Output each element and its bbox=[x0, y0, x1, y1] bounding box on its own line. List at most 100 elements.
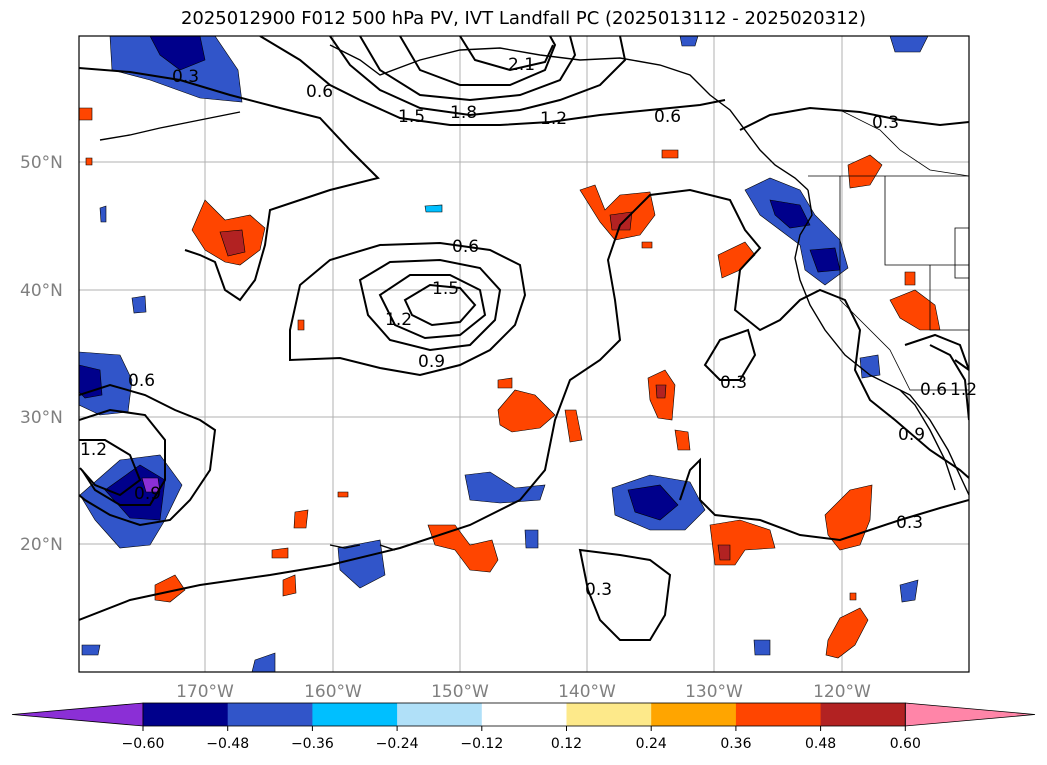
pos-patch bbox=[661, 149, 679, 159]
pos-patch bbox=[271, 547, 289, 559]
map-title: 2025012900 F012 500 hPa PV, IVT Landfall… bbox=[180, 8, 867, 29]
alaska-bc-coast bbox=[329, 44, 809, 191]
colorbar-extend-high bbox=[904, 702, 1036, 727]
pos-patch bbox=[85, 157, 93, 166]
map-frame bbox=[78, 35, 970, 673]
neg-patch bbox=[889, 36, 929, 53]
contour-2.1-north bbox=[459, 36, 554, 72]
contour-label: 0.9 bbox=[418, 352, 445, 372]
lat-labels: 50°N 40°N 30°N 20°N bbox=[20, 153, 63, 555]
neg-patch-min bbox=[141, 477, 161, 493]
contour-0.6-north bbox=[259, 36, 726, 126]
colorbar-extend-low bbox=[11, 702, 144, 727]
colorbar-segment bbox=[397, 703, 483, 726]
contour-label: 0.3 bbox=[872, 113, 899, 133]
contour-0.9-east bbox=[929, 344, 969, 421]
colorbar-segment bbox=[820, 703, 906, 726]
pos-patch bbox=[337, 491, 349, 498]
contour-1.2-low bbox=[378, 274, 487, 340]
contour-0.3-small bbox=[703, 328, 757, 381]
contour-0.9-west bbox=[79, 408, 166, 506]
pos-patch-core bbox=[609, 211, 633, 231]
pos-patch bbox=[297, 319, 305, 331]
lon-label: 130°W bbox=[685, 682, 743, 702]
colorbar-segment bbox=[651, 703, 737, 726]
colorbar: −0.60 −0.48 −0.36 −0.24 −0.12 0.12 0.24 0.36 0.4… bbox=[11, 702, 1036, 752]
neg-patch bbox=[81, 644, 101, 656]
pos-patch bbox=[674, 429, 691, 451]
aleutian-chain bbox=[99, 111, 241, 141]
pos-patch bbox=[825, 607, 869, 659]
contour-label: 2.1 bbox=[508, 55, 535, 75]
pos-patch-core bbox=[655, 384, 667, 399]
neg-patch bbox=[131, 295, 147, 314]
neg-patch bbox=[899, 579, 919, 603]
contour-0.6-low bbox=[289, 241, 527, 377]
contour-label: 0.6 bbox=[306, 82, 333, 102]
pos-patch bbox=[579, 184, 656, 241]
neg-patch bbox=[99, 205, 107, 223]
contour-0.3-main bbox=[79, 188, 969, 621]
lat-label: 30°N bbox=[20, 408, 63, 428]
contour-label: 0.6 bbox=[654, 107, 681, 127]
pos-patch-core bbox=[717, 544, 731, 561]
contour-1.2-north bbox=[329, 36, 627, 117]
borders bbox=[808, 109, 969, 391]
contour-label: 0.6 bbox=[128, 371, 155, 391]
contour-0.3-south bbox=[578, 548, 672, 641]
neg-patch-core bbox=[769, 199, 811, 229]
contour-1.8-north bbox=[399, 36, 557, 86]
colorbar-tick-label: −0.36 bbox=[291, 736, 334, 752]
colorbar-tick-label: 0.24 bbox=[636, 736, 667, 752]
pos-patch bbox=[641, 241, 653, 249]
colorbar-segment bbox=[735, 703, 822, 726]
state-borders bbox=[839, 176, 969, 391]
pos-patch-core bbox=[219, 229, 246, 257]
pos-patch bbox=[847, 154, 883, 189]
contour-0.3-north bbox=[79, 67, 380, 302]
contour-labels: 0.3 0.6 1.5 1.8 2.1 1.2 0.6 0.3 0.6 1.5 … bbox=[80, 55, 977, 600]
lon-labels: 170°W 160°W 150°W 140°W 130°W 120°W bbox=[176, 682, 871, 702]
neg-patch bbox=[251, 652, 276, 672]
colorbar-segment bbox=[481, 703, 567, 726]
pos-patch bbox=[282, 574, 297, 597]
contour-label: 0.3 bbox=[172, 67, 199, 87]
colorbar-tick-label: 0.48 bbox=[805, 736, 836, 752]
neg-patch bbox=[337, 539, 386, 589]
lat-label: 50°N bbox=[20, 153, 63, 173]
colorbar-tick-label: −0.12 bbox=[460, 736, 503, 752]
state-borders-2 bbox=[884, 176, 969, 331]
neg-patch bbox=[679, 36, 699, 47]
neg-patch bbox=[524, 529, 539, 549]
pos-patch bbox=[849, 592, 857, 601]
contour-label: 1.2 bbox=[540, 109, 567, 129]
lat-label: 40°N bbox=[20, 281, 63, 301]
colorbar-segment bbox=[227, 703, 313, 726]
contour-label: 0.3 bbox=[720, 373, 747, 393]
border-alaska bbox=[839, 109, 969, 177]
contour-1.2-east bbox=[954, 359, 969, 371]
contour-0.6-west bbox=[79, 383, 217, 527]
contour-1.5-low bbox=[403, 283, 477, 327]
contour-0.3-east bbox=[679, 457, 969, 542]
neg-patch-core bbox=[627, 484, 679, 521]
pos-patch bbox=[497, 377, 513, 389]
lon-label: 170°W bbox=[176, 682, 234, 702]
colorbar-segment bbox=[143, 703, 229, 726]
contour-0.6-east bbox=[904, 333, 969, 371]
colorbar-segment bbox=[566, 703, 652, 726]
us-west-coast bbox=[794, 189, 969, 496]
contour-label: 0.9 bbox=[134, 484, 161, 504]
contour-label: 0.3 bbox=[585, 580, 612, 600]
contour-label: 1.5 bbox=[432, 279, 459, 299]
lon-label: 120°W bbox=[813, 682, 871, 702]
colorbar-tick-label: −0.24 bbox=[376, 736, 419, 752]
contour-label: 1.2 bbox=[80, 440, 107, 460]
pos-patch bbox=[154, 574, 186, 603]
map-area bbox=[79, 36, 969, 672]
contour-label: 0.9 bbox=[898, 425, 925, 445]
colorbar-outline bbox=[142, 702, 906, 727]
neg-patch-core bbox=[149, 36, 206, 71]
colorbar-tick-label: 0.12 bbox=[551, 736, 582, 752]
